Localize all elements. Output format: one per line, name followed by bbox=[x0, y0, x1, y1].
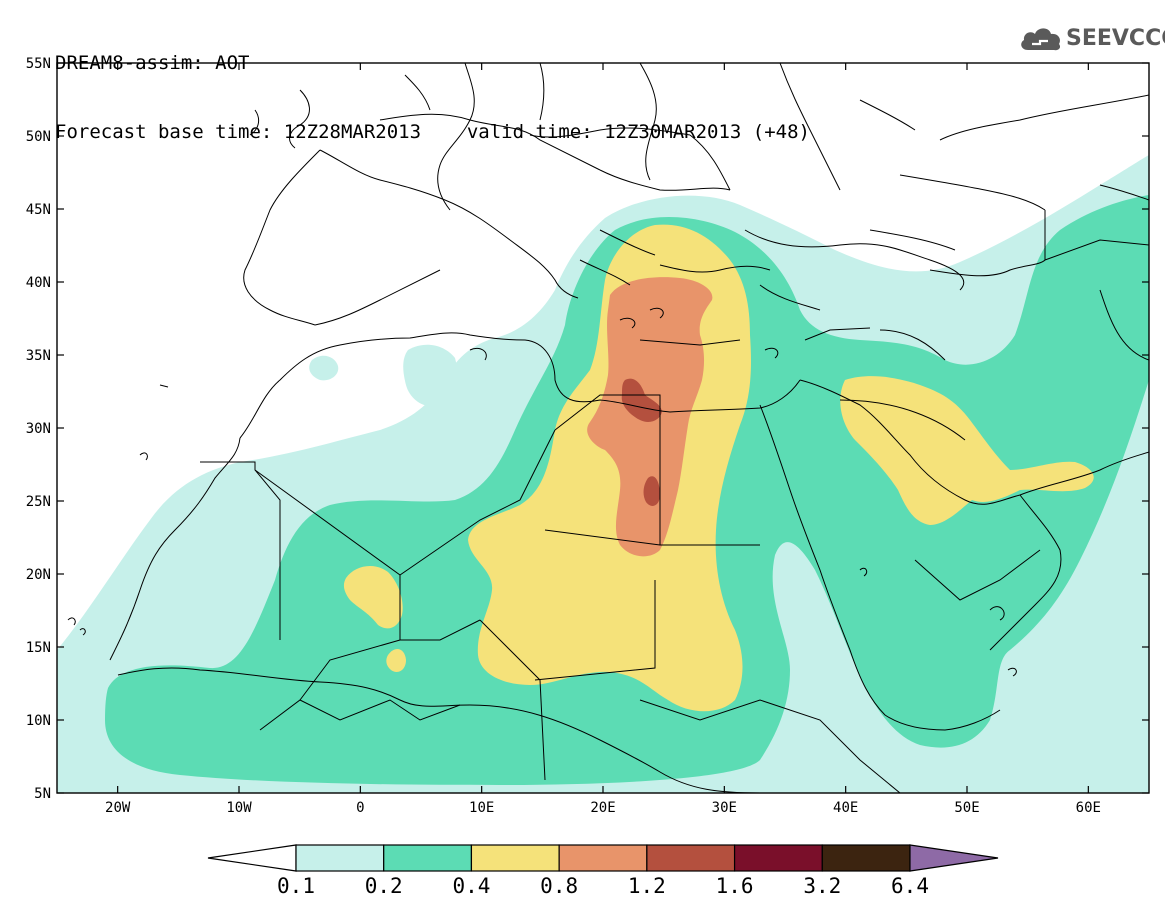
colorbar-label: 6.4 bbox=[891, 874, 929, 898]
aot-level-1-2 bbox=[621, 378, 662, 506]
forecast-base-time: Forecast base time: 12Z28MAR2013 bbox=[55, 121, 422, 143]
aot-colorbar: 0.1 0.2 0.4 0.8 1.2 1.6 3.2 6.4 bbox=[207, 844, 999, 898]
lat-tick-label: 25N bbox=[26, 494, 51, 510]
aot-shading bbox=[57, 155, 1149, 793]
colorbar-box bbox=[646, 844, 736, 872]
map-borders bbox=[67, 63, 1149, 793]
lat-tick-label: 20N bbox=[26, 567, 51, 583]
colorbar-label: 0.8 bbox=[540, 874, 578, 898]
colorbar-box bbox=[383, 844, 473, 872]
lat-tick-label: 35N bbox=[26, 348, 51, 364]
lat-tick-label: 15N bbox=[26, 640, 51, 656]
colorbar-label: 0.4 bbox=[452, 874, 490, 898]
lon-tick-label: 10E bbox=[469, 800, 494, 816]
colorbar-label: 1.6 bbox=[716, 874, 754, 898]
lon-tick-label: 40E bbox=[833, 800, 858, 816]
lon-tick-label: 20E bbox=[590, 800, 615, 816]
colorbar-label: 3.2 bbox=[803, 874, 841, 898]
lat-tick-label: 5N bbox=[34, 786, 51, 802]
colorbar-label: 1.2 bbox=[628, 874, 666, 898]
lon-tick-label: 10W bbox=[226, 800, 252, 816]
lon-tick-label: 20W bbox=[105, 800, 131, 816]
lon-tick-label: 0 bbox=[356, 800, 364, 816]
seevccc-logo: SEEVCCC bbox=[1018, 22, 1165, 58]
lat-tick-label: 55N bbox=[26, 56, 51, 72]
cloud-icon bbox=[1021, 28, 1061, 51]
colorbar-label: 0.1 bbox=[277, 874, 315, 898]
lon-tick-label: 30E bbox=[712, 800, 737, 816]
lat-tick-label: 40N bbox=[26, 275, 51, 291]
lat-tick-label: 45N bbox=[26, 202, 51, 218]
lon-tick-label: 50E bbox=[954, 800, 979, 816]
map-axes: 5N 10N 15N 20N 25N 30N 35N 40N 45N 50N 55N 20W 10W 0 1… bbox=[26, 56, 1149, 816]
colorbar-box bbox=[733, 844, 823, 872]
colorbar-box bbox=[558, 844, 648, 872]
lat-tick-label: 10N bbox=[26, 713, 51, 729]
logo-text: SEEVCCC bbox=[1066, 26, 1165, 51]
colorbar-label: 0.2 bbox=[365, 874, 403, 898]
colorbar-box bbox=[821, 844, 911, 872]
colorbar-box bbox=[470, 844, 560, 872]
colorbar-max-arrow bbox=[909, 844, 999, 872]
colorbar-min-arrow bbox=[207, 844, 297, 872]
lat-tick-label: 50N bbox=[26, 129, 51, 145]
colorbar-box bbox=[295, 844, 385, 872]
lon-tick-label: 60E bbox=[1076, 800, 1101, 816]
lat-tick-label: 30N bbox=[26, 421, 51, 437]
